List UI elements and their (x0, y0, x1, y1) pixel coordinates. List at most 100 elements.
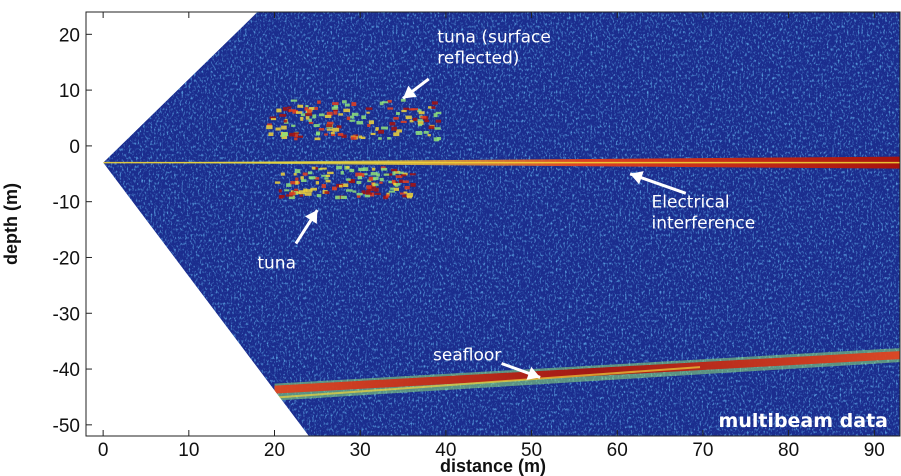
tuna-school-mark (391, 179, 396, 184)
annotation-line: seafloor (433, 346, 501, 366)
tuna-reflected-school-mark (305, 113, 313, 116)
tuna-reflected-school-mark (300, 113, 306, 117)
tuna-reflected-school-mark (275, 127, 281, 131)
tuna-reflected-school-mark (318, 128, 325, 131)
plot-area (86, 12, 900, 436)
tuna-school-mark (335, 195, 340, 200)
tuna-school-mark (402, 195, 410, 198)
tuna-reflected-school-mark (381, 126, 389, 130)
tuna-school-mark (346, 166, 350, 169)
tuna-reflected-school-mark (387, 107, 394, 110)
tuna-reflected-school-mark (305, 116, 310, 120)
tuna-reflected-school-mark (282, 107, 288, 111)
tuna-school-mark (367, 179, 372, 183)
tuna-reflected-school-mark (395, 112, 400, 115)
tuna-reflected-school-mark (326, 123, 333, 128)
annotation-line: interference (652, 213, 756, 233)
tuna-school-mark (393, 187, 400, 191)
tuna-reflected-school-mark (326, 128, 334, 131)
tuna-school-mark (395, 175, 403, 178)
tuna-reflected-school-mark (279, 113, 287, 117)
tuna-reflected-school-mark (330, 131, 335, 135)
tuna-reflected-school-mark (338, 113, 344, 116)
tuna-reflected-school-mark (290, 99, 298, 102)
x-tick-label: 10 (178, 440, 199, 461)
tuna-school-mark (391, 168, 398, 172)
tuna-school-mark (399, 179, 404, 183)
tuna-school-mark (369, 185, 376, 188)
y-tick-label: -50 (53, 416, 80, 437)
tuna-school-mark (324, 177, 329, 180)
tuna-school-mark (320, 167, 327, 170)
tuna-reflected-school-mark (332, 127, 340, 132)
tuna-reflected-school-mark (387, 137, 391, 140)
tuna-reflected-school-mark (332, 102, 339, 105)
tuna-school-mark (383, 173, 390, 176)
tuna-reflected-school-mark (393, 116, 399, 120)
x-tick-label: 30 (350, 440, 371, 461)
tuna-school-mark (400, 174, 407, 177)
tuna-reflected-school-mark (405, 115, 412, 120)
tuna-school-mark (392, 171, 396, 176)
tuna-reflected-school-mark (297, 104, 304, 108)
tuna-school-mark (331, 186, 338, 191)
tuna-reflected-school-mark (288, 109, 296, 112)
tuna-school-mark (409, 173, 416, 176)
y-tick-label: -40 (53, 360, 80, 381)
tuna-reflected-school-mark (435, 119, 442, 123)
y-tick-label: -10 (53, 193, 80, 214)
tuna-school-mark (338, 184, 343, 188)
tuna-reflected-school-mark (400, 98, 406, 102)
tuna-reflected-school-mark (267, 123, 272, 126)
tuna-reflected-school-mark (308, 118, 312, 122)
tuna-school-mark (361, 190, 366, 195)
x-tick-label: 0 (98, 440, 109, 461)
tuna-school-mark (376, 173, 380, 177)
annotation-line: tuna (257, 254, 296, 274)
annotation-line: reflected) (437, 49, 519, 69)
tuna-reflected-school-mark (349, 115, 354, 119)
tuna-school-mark (388, 190, 395, 193)
tuna-school-mark (295, 177, 299, 181)
tuna-reflected-school-mark (281, 135, 288, 139)
tuna-school-mark (349, 179, 355, 184)
tuna-school-mark (294, 169, 301, 174)
x-axis-label: distance (m) (440, 456, 546, 476)
tuna-school-mark (393, 182, 397, 186)
tuna-school-mark (325, 174, 331, 177)
tuna-school-mark (388, 180, 395, 184)
tuna-reflected-school-mark (378, 137, 382, 140)
tuna-school-mark (346, 178, 351, 181)
tuna-school-mark (367, 187, 374, 191)
tuna-school-mark (294, 180, 299, 185)
tuna-reflected-school-mark (433, 113, 438, 118)
tuna-reflected-school-mark (331, 133, 336, 137)
tuna-reflected-school-mark (308, 121, 314, 124)
tuna-school-mark (349, 168, 355, 173)
tuna-reflected-school-mark (351, 112, 359, 116)
annotation-tuna_reflected: tuna (surface reflected) (437, 28, 551, 69)
tuna-school-mark (368, 176, 374, 181)
tuna-reflected-school-mark (356, 121, 364, 125)
tuna-reflected-school-mark (295, 111, 303, 114)
tuna-reflected-school-mark (283, 121, 289, 124)
tuna-school-mark (383, 195, 388, 200)
tuna-reflected-school-mark (288, 132, 296, 137)
tuna-school-mark (352, 190, 357, 193)
tuna-school-mark (304, 192, 312, 196)
tuna-school-mark (293, 173, 297, 176)
tuna-reflected-school-mark (333, 110, 338, 115)
tuna-reflected-school-mark (346, 116, 351, 121)
tuna-reflected-school-mark (424, 119, 430, 123)
tuna-school-mark (327, 171, 334, 175)
tuna-reflected-school-mark (305, 105, 309, 108)
tuna-reflected-school-mark (270, 118, 277, 121)
tuna-reflected-school-mark (411, 108, 418, 111)
tuna-reflected-school-mark (378, 129, 385, 134)
annotation-line: tuna (surface (437, 28, 551, 48)
tuna-reflected-school-mark (333, 105, 339, 108)
tuna-reflected-school-mark (282, 132, 289, 137)
tuna-school-mark (365, 192, 372, 195)
tuna-reflected-school-mark (409, 108, 415, 111)
tuna-reflected-school-mark (317, 100, 321, 104)
